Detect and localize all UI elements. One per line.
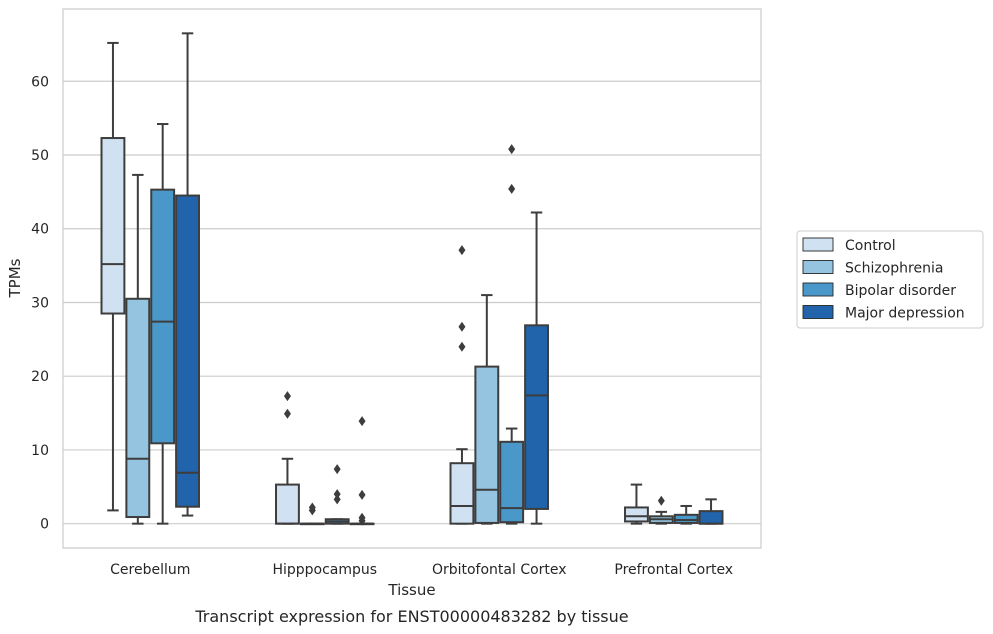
box-body [673,513,699,524]
legend-swatch [802,282,834,297]
outlier-point [358,512,366,523]
outlier-point [657,495,665,506]
x-axis-label: Tissue [387,581,435,599]
outlier-point [283,391,291,402]
box-bipolar-disorder-3 [673,504,699,525]
box-control-0 [100,41,126,512]
legend-item-control: Control [802,237,896,254]
legend: Control Schizophrenia Bipolar disorder Majo… [796,230,984,329]
box-schizophrenia-1 [299,502,325,526]
box-bipolar-disorder-0 [150,123,176,525]
box-body [125,297,151,519]
box-body [474,365,500,524]
box-body [449,462,475,525]
legend-label: Control [845,238,896,254]
outlier-point [458,245,466,256]
box-bipolar-disorder-2 [499,144,525,525]
box-bipolar-disorder-1 [324,464,350,525]
outlier-point [333,489,341,500]
x-tick-label-orbitofontal-cortex: Orbitofontal Cortex [432,562,567,578]
outlier-point [333,464,341,475]
y-tick-labels: 0 10 20 30 40 50 60 [31,74,49,532]
y-tick-label-10: 10 [31,443,49,459]
outlier-point [283,408,291,419]
outlier-point [458,321,466,332]
legend-label: Bipolar disorder [845,283,956,299]
boxes [100,32,724,526]
outlier-point [358,416,366,427]
outlier-point [508,144,516,155]
legend-frame [796,230,984,329]
box-body [175,194,200,508]
y-tick-label-20: 20 [31,369,49,385]
box-schizophrenia-3 [648,495,674,525]
legend-label: Major depression [845,306,965,322]
box-control-1 [275,391,300,525]
legend-swatch [802,237,834,252]
x-tick-label-hipppocampus: Hipppocampus [272,562,377,578]
box-body [100,137,126,315]
y-tick-label-0: 0 [40,517,49,533]
box-body [624,506,649,523]
x-tick-label-prefrontal-cortex: Prefrontal Cortex [614,562,733,578]
y-tick-label-30: 30 [31,295,49,311]
box-body [524,324,549,510]
box-body [275,483,300,525]
box-body [150,188,176,445]
legend-label: Schizophrenia [845,261,943,277]
y-tick-label-40: 40 [31,222,49,238]
y-tick-label-50: 50 [31,148,49,164]
box-body [499,440,525,524]
y-tick-label-60: 60 [31,74,49,90]
legend-swatch [802,260,834,274]
outlier-point [358,489,366,500]
box-control-3 [624,483,649,525]
box-major-depression-3 [698,498,724,525]
outlier-point [333,494,341,505]
legend-item-major-depression: Major depression [802,305,965,322]
box-major-depression-0 [175,32,200,517]
legend-item-schizophrenia: Schizophrenia [802,260,943,277]
box-control-2 [449,245,475,525]
outlier-point [508,183,516,194]
box-major-depression-2 [524,211,549,525]
legend-item-bipolar-disorder: Bipolar disorder [802,282,956,299]
box-major-depression-1 [349,416,375,526]
y-axis-label: TPMs [6,258,24,298]
x-tick-labels: Cerebellum Hipppocampus Orbitofontal Corte… [110,562,733,578]
outlier-point [458,341,466,352]
x-tick-label-cerebellum: Cerebellum [110,562,190,578]
outlier-point [308,502,316,513]
box-schizophrenia-0 [125,173,151,525]
box-body [698,510,724,525]
chart-caption: Transcript expression for ENST0000048328… [194,607,628,626]
legend-swatch [802,305,834,319]
box-schizophrenia-2 [474,294,500,525]
